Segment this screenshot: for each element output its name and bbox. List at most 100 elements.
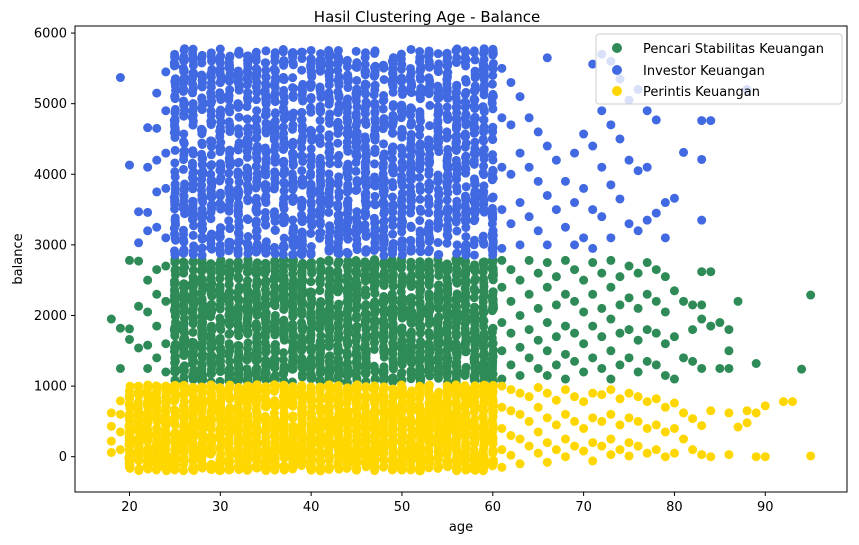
data-point-stabilitas — [316, 344, 326, 354]
data-point-perintis — [279, 461, 289, 471]
data-point-investor — [315, 101, 325, 111]
data-point-investor — [379, 95, 389, 105]
data-point-stabilitas — [370, 308, 380, 318]
data-point-investor — [206, 68, 216, 78]
data-point-investor — [297, 83, 307, 93]
data-point-investor — [279, 128, 289, 138]
data-point-investor — [351, 46, 361, 56]
data-point-stabilitas — [433, 281, 443, 291]
data-point-investor — [334, 100, 344, 110]
data-point-stabilitas — [334, 330, 344, 340]
data-point-perintis — [252, 456, 262, 466]
data-point-investor — [188, 196, 198, 206]
data-point-investor — [233, 48, 243, 58]
data-point-stabilitas — [243, 276, 253, 286]
data-point-investor — [479, 170, 489, 180]
data-point-perintis — [180, 389, 190, 399]
data-point-stabilitas — [424, 289, 434, 299]
data-point-investor — [425, 121, 435, 131]
data-point-stabilitas — [270, 275, 280, 285]
data-point-investor — [189, 221, 199, 231]
data-point-stabilitas — [361, 300, 371, 310]
data-point-investor — [261, 110, 271, 120]
data-point-investor — [442, 238, 452, 248]
data-point-investor — [251, 52, 261, 62]
data-point-investor — [224, 183, 234, 193]
data-point-perintis — [170, 448, 180, 458]
data-point-investor — [225, 157, 235, 167]
data-point-stabilitas — [406, 374, 416, 384]
data-point-perintis — [261, 466, 271, 476]
data-point-stabilitas — [297, 279, 307, 289]
data-point-stabilitas — [461, 306, 471, 316]
data-point-stabilitas — [225, 307, 235, 317]
data-point-investor — [360, 211, 370, 221]
data-point-investor — [297, 166, 307, 176]
data-point-stabilitas — [361, 276, 371, 286]
data-point-investor — [415, 234, 425, 244]
data-point-stabilitas — [343, 273, 353, 283]
data-point-stabilitas — [487, 333, 497, 343]
data-point-investor — [479, 195, 489, 205]
data-point-investor — [242, 172, 252, 182]
data-point-investor — [479, 54, 489, 64]
data-point-stabilitas — [224, 274, 234, 284]
data-point-investor — [225, 64, 235, 74]
data-point-perintis — [225, 448, 235, 458]
data-point-investor — [298, 152, 308, 162]
data-point-stabilitas — [470, 266, 480, 276]
data-point-stabilitas — [406, 263, 416, 273]
data-point-investor — [351, 166, 361, 176]
data-point-investor — [215, 240, 225, 250]
data-point-investor — [443, 114, 453, 124]
data-point-stabilitas — [378, 299, 388, 309]
data-point-stabilitas — [443, 289, 453, 299]
data-point-investor — [470, 186, 480, 196]
data-point-investor — [170, 195, 180, 205]
data-point-stabilitas — [388, 363, 398, 373]
data-point-investor — [469, 113, 479, 123]
data-point-investor — [479, 81, 489, 91]
data-point-stabilitas — [370, 298, 380, 308]
data-point-stabilitas — [270, 310, 280, 320]
data-point-stabilitas — [334, 285, 344, 295]
data-point-investor — [361, 198, 371, 208]
data-point-investor — [206, 88, 216, 98]
data-point-investor — [352, 239, 362, 249]
data-point-investor — [360, 116, 370, 126]
data-point-investor — [325, 226, 335, 236]
data-point-stabilitas — [315, 274, 325, 284]
data-point-perintis — [170, 382, 180, 392]
data-point-stabilitas — [197, 294, 207, 304]
data-point-investor — [270, 225, 280, 235]
data-point-stabilitas — [188, 279, 198, 289]
data-point-stabilitas — [479, 307, 489, 317]
data-point-stabilitas — [451, 328, 461, 338]
data-point-stabilitas — [333, 302, 343, 312]
data-point-stabilitas — [215, 323, 225, 333]
data-point-perintis — [216, 435, 226, 445]
data-point-stabilitas — [387, 315, 397, 325]
data-point-stabilitas — [342, 347, 352, 357]
data-point-investor — [406, 202, 416, 212]
data-point-investor — [487, 79, 497, 89]
data-point-investor — [233, 199, 243, 209]
data-point-stabilitas — [316, 299, 326, 309]
data-point-perintis — [242, 430, 252, 440]
data-point-perintis — [225, 465, 235, 475]
data-point-perintis — [261, 446, 271, 456]
data-point-investor — [306, 249, 316, 259]
data-point-investor — [352, 185, 362, 195]
data-point-stabilitas — [279, 261, 289, 271]
data-point-investor — [206, 99, 216, 109]
data-point-investor — [342, 168, 352, 178]
data-point-investor — [225, 107, 235, 117]
data-point-stabilitas — [215, 313, 225, 323]
data-point-perintis — [234, 424, 244, 434]
data-point-investor — [343, 83, 353, 93]
data-point-stabilitas — [478, 286, 488, 296]
data-point-stabilitas — [224, 267, 234, 277]
data-point-investor — [315, 185, 325, 195]
data-point-investor — [470, 73, 480, 83]
data-point-stabilitas — [178, 257, 188, 267]
